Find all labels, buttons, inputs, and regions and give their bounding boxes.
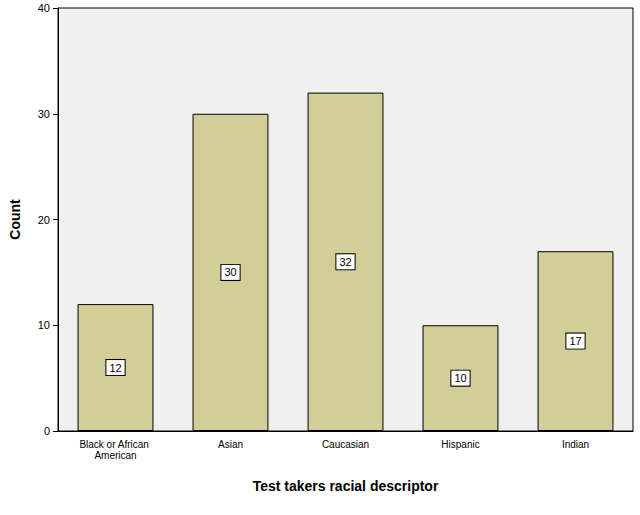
svg-text:Count: Count (7, 199, 23, 240)
svg-text:10: 10 (38, 319, 50, 331)
svg-text:Black or African: Black or African (79, 439, 151, 450)
svg-text:30: 30 (38, 108, 50, 120)
svg-text:Asian: Asian (218, 439, 243, 450)
svg-text:17: 17 (569, 335, 581, 347)
svg-text:40: 40 (38, 2, 50, 14)
svg-text:12: 12 (109, 362, 121, 374)
svg-text:10: 10 (454, 372, 466, 384)
svg-text:0: 0 (44, 425, 50, 437)
svg-text:Indian: Indian (562, 439, 589, 450)
svg-text:20: 20 (38, 214, 50, 226)
svg-text:American: American (94, 450, 136, 461)
svg-text:30: 30 (224, 266, 236, 278)
svg-text:Hispanic: Hispanic (441, 439, 479, 450)
svg-text:32: 32 (339, 256, 351, 268)
svg-text:Test takers racial descriptor: Test takers racial descriptor (253, 478, 439, 494)
svg-text:Caucasian: Caucasian (322, 439, 369, 450)
